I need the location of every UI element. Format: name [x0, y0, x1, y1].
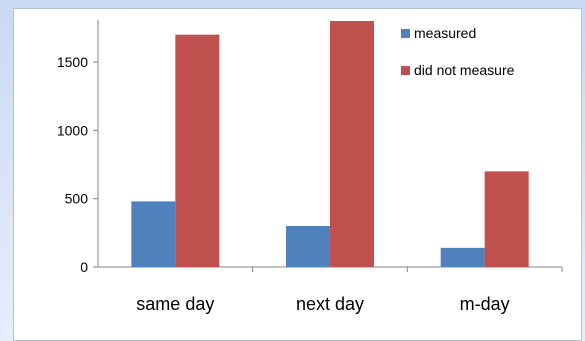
bar-did-not-measure-same-day: [175, 34, 220, 267]
bar-measured-m-day: [440, 247, 485, 267]
legend-label-did-not-measure: did not measure: [414, 62, 515, 78]
bar-measured-same-day: [131, 201, 176, 267]
y-tick-label: 0: [80, 259, 88, 275]
bar-did-not-measure-next-day: [330, 21, 374, 267]
legend-label-measured: measured: [414, 25, 476, 41]
legend-swatch-measured: [401, 29, 410, 38]
x-category-label: next day: [296, 294, 364, 314]
x-category-label: m-day: [460, 294, 510, 314]
y-tick-label: 1500: [57, 54, 88, 70]
bar-measured-next-day: [286, 226, 330, 267]
y-tick-label: 1000: [57, 122, 88, 138]
y-tick-label: 500: [65, 191, 89, 207]
x-category-label: same day: [136, 294, 214, 314]
legend-swatch-did-not-measure: [401, 66, 410, 75]
bar-did-not-measure-m-day: [484, 171, 529, 267]
